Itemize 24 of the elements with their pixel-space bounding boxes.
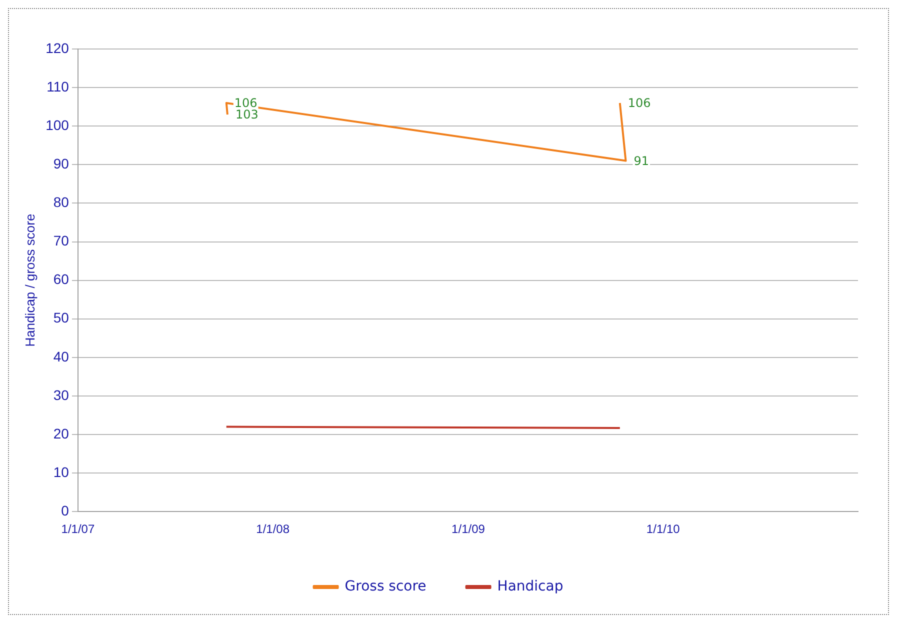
- y-tick-label: 70: [53, 232, 70, 249]
- y-axis-title: Handicap / gross score: [22, 214, 38, 347]
- y-tick-label: 50: [53, 310, 70, 326]
- y-tick-label: 60: [53, 271, 70, 288]
- y-tick-label: 110: [46, 78, 70, 94]
- x-tick-label: 1/1/07: [61, 522, 95, 536]
- y-tick-label: 20: [53, 425, 70, 442]
- y-tick-label: 120: [46, 40, 70, 56]
- y-tick-label: 80: [53, 194, 70, 210]
- y-tick-label: 30: [53, 386, 70, 403]
- y-tick-label: 90: [53, 156, 70, 172]
- data-label: 103: [235, 108, 258, 122]
- y-tick-label: 0: [61, 502, 70, 518]
- data-label: 91: [634, 154, 650, 168]
- y-tick-label: 40: [53, 348, 70, 364]
- x-tick-label: 1/1/09: [452, 522, 486, 536]
- data-label: 106: [234, 96, 258, 110]
- x-tick-label: 1/1/10: [646, 522, 680, 536]
- y-tick-label: 100: [46, 116, 70, 133]
- legend-label: Gross score: [344, 578, 426, 595]
- data-label: 106: [628, 96, 651, 110]
- y-tick-label: 10: [53, 464, 70, 480]
- legend-label: Handicap: [497, 578, 564, 595]
- x-tick-label: 1/1/08: [256, 522, 290, 536]
